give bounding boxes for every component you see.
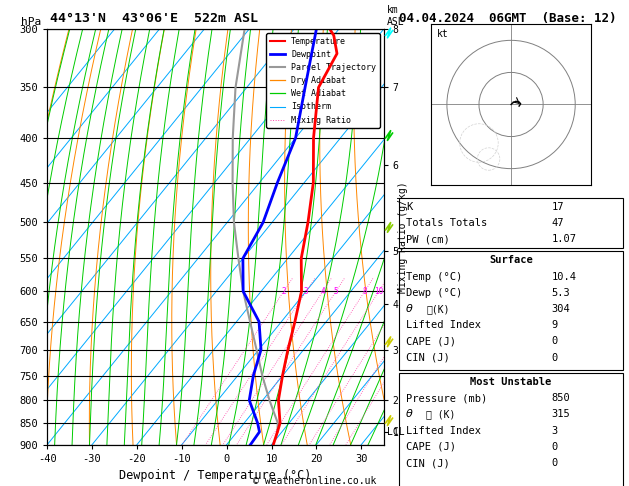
Text: Pressure (mb): Pressure (mb) bbox=[406, 393, 487, 403]
Text: θ: θ bbox=[406, 304, 413, 314]
Text: 04.04.2024  06GMT  (Base: 12): 04.04.2024 06GMT (Base: 12) bbox=[399, 12, 617, 25]
Text: ᴇ(K): ᴇ(K) bbox=[426, 304, 450, 314]
Text: 10: 10 bbox=[374, 287, 384, 296]
Bar bbox=[399, 373, 623, 486]
Text: km
ASL: km ASL bbox=[387, 5, 404, 27]
Text: 5.3: 5.3 bbox=[551, 288, 570, 298]
Text: LCL: LCL bbox=[387, 427, 404, 437]
Text: 2: 2 bbox=[281, 287, 286, 296]
Text: Dewp (°C): Dewp (°C) bbox=[406, 288, 462, 298]
Text: CAPE (J): CAPE (J) bbox=[406, 442, 456, 452]
Text: 8: 8 bbox=[362, 287, 367, 296]
Text: 0: 0 bbox=[551, 336, 557, 347]
Text: kt: kt bbox=[437, 29, 449, 39]
Text: Surface: Surface bbox=[489, 255, 533, 265]
Text: PW (cm): PW (cm) bbox=[406, 234, 450, 244]
Text: CIN (J): CIN (J) bbox=[406, 458, 450, 468]
Text: 0: 0 bbox=[551, 442, 557, 452]
Legend: Temperature, Dewpoint, Parcel Trajectory, Dry Adiabat, Wet Adiabat, Isotherm, Mi: Temperature, Dewpoint, Parcel Trajectory… bbox=[266, 34, 379, 128]
Text: 47: 47 bbox=[551, 218, 564, 228]
Bar bbox=[399, 198, 623, 248]
Text: θ: θ bbox=[406, 410, 413, 419]
X-axis label: Dewpoint / Temperature (°C): Dewpoint / Temperature (°C) bbox=[120, 469, 311, 482]
Text: 850: 850 bbox=[551, 393, 570, 403]
Text: 3: 3 bbox=[551, 426, 557, 435]
Text: Most Unstable: Most Unstable bbox=[470, 377, 552, 387]
Text: CAPE (J): CAPE (J) bbox=[406, 336, 456, 347]
Text: K: K bbox=[406, 202, 413, 212]
Text: Totals Totals: Totals Totals bbox=[406, 218, 487, 228]
Text: 0: 0 bbox=[551, 352, 557, 363]
Text: 4: 4 bbox=[320, 287, 325, 296]
Text: 5: 5 bbox=[333, 287, 338, 296]
Text: CIN (J): CIN (J) bbox=[406, 352, 450, 363]
Text: 9: 9 bbox=[551, 320, 557, 330]
Text: 3: 3 bbox=[304, 287, 309, 296]
Text: ᴇ (K): ᴇ (K) bbox=[426, 410, 455, 419]
Text: Lifted Index: Lifted Index bbox=[406, 426, 481, 435]
Text: Lifted Index: Lifted Index bbox=[406, 320, 481, 330]
Bar bbox=[399, 251, 623, 370]
Text: © weatheronline.co.uk: © weatheronline.co.uk bbox=[253, 476, 376, 486]
Text: Temp (°C): Temp (°C) bbox=[406, 272, 462, 281]
Text: 10.4: 10.4 bbox=[551, 272, 576, 281]
Text: 17: 17 bbox=[551, 202, 564, 212]
Text: hPa: hPa bbox=[21, 17, 41, 27]
Text: 1.07: 1.07 bbox=[551, 234, 576, 244]
Text: Mixing Ratio (g/kg): Mixing Ratio (g/kg) bbox=[398, 181, 408, 293]
Text: 0: 0 bbox=[551, 458, 557, 468]
Text: 44°13'N  43°06'E  522m ASL: 44°13'N 43°06'E 522m ASL bbox=[50, 12, 259, 25]
Text: 315: 315 bbox=[551, 410, 570, 419]
Text: 304: 304 bbox=[551, 304, 570, 314]
